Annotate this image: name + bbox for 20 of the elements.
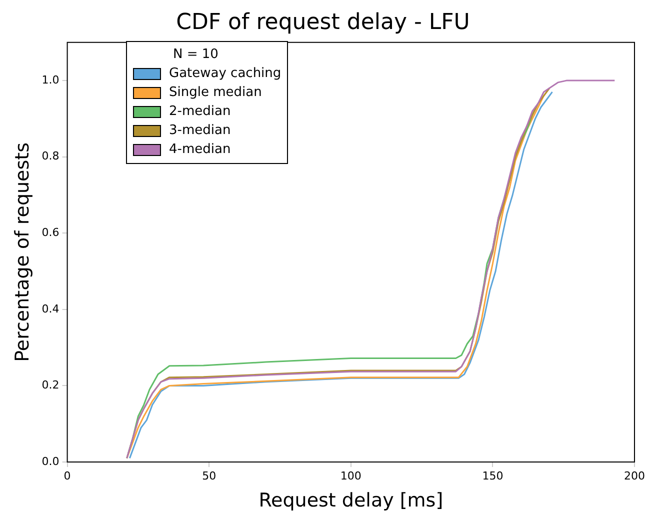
y-tick-label: 0.4 (42, 302, 60, 316)
legend-label: 4-median (169, 141, 231, 159)
legend-label: 2-median (169, 103, 231, 121)
y-tick-label: 0.0 (42, 454, 60, 468)
x-tick-label: 0 (64, 469, 71, 482)
chart-title: CDF of request delay - LFU (176, 10, 470, 35)
y-axis-title: Percentage of requests (11, 142, 34, 362)
legend-label: Gateway caching (169, 65, 282, 83)
y-tick-label: 0.2 (42, 378, 60, 392)
legend-label: 3-median (169, 122, 231, 140)
x-tick-label: 100 (340, 469, 362, 482)
y-tick-label: 1.0 (42, 73, 60, 86)
x-tick-label: 200 (624, 469, 645, 482)
y-tick-label: 0.8 (42, 150, 60, 163)
legend-title: N = 10 (172, 46, 220, 64)
x-tick-label: 150 (482, 469, 504, 482)
x-tick-label: 50 (202, 469, 216, 482)
x-axis-title: Request delay [ms] (258, 490, 444, 512)
legend-label: Single median (169, 84, 262, 102)
y-tick-label: 0.6 (42, 226, 60, 239)
